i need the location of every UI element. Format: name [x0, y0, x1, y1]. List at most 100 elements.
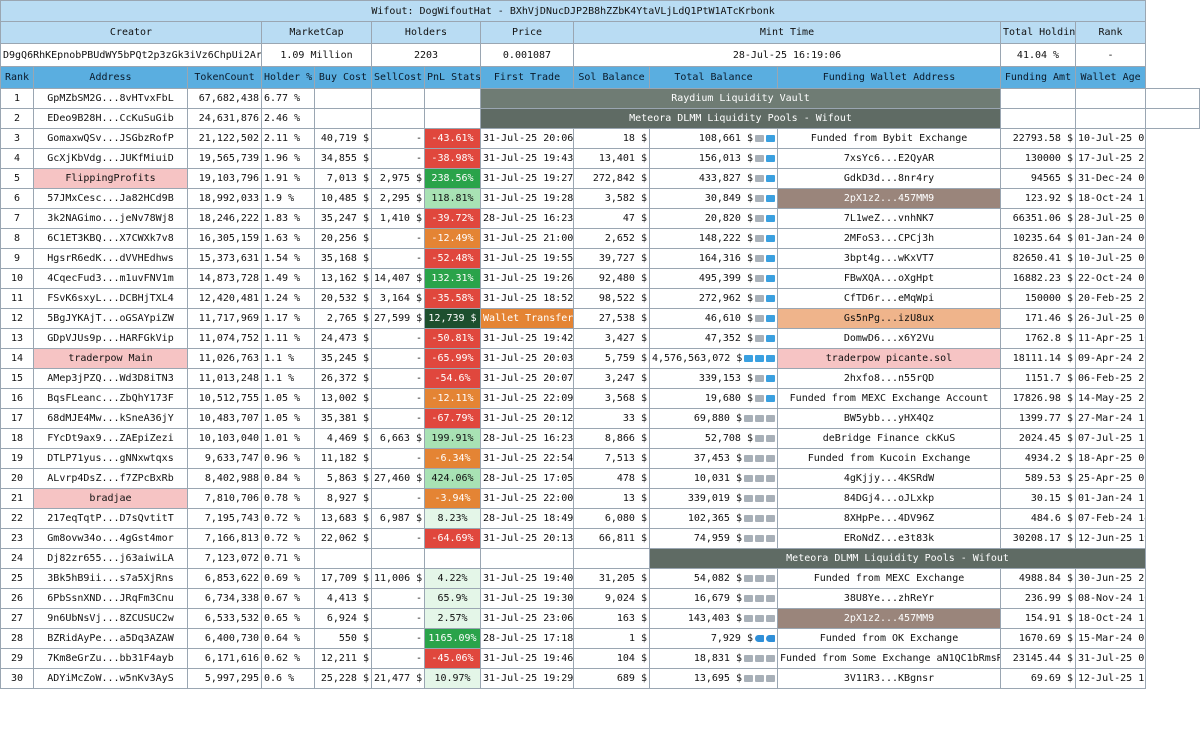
wallet-badge-icon[interactable] [766, 434, 775, 442]
funding-wallet-cell[interactable]: Funded from Bybit Exchange [777, 128, 1001, 149]
wallet-badge-icon[interactable] [744, 574, 753, 582]
address-cell[interactable]: AMep3jPZQ...Wd3D8iTN3 [33, 368, 188, 389]
col-funding-amt[interactable]: Funding Amt [1000, 66, 1076, 89]
wallet-badge-icon[interactable] [744, 494, 753, 502]
col-sell-cost[interactable]: SellCost [371, 66, 425, 89]
wallet-badge-icon[interactable] [744, 674, 753, 682]
address-cell[interactable]: 3k2NAGimo...jeNv78Wj8 [33, 208, 188, 229]
wallet-badge-icon[interactable] [755, 294, 764, 302]
address-cell[interactable]: GDpVJUs9p...HARFGkVip [33, 328, 188, 349]
funding-wallet-cell[interactable]: Funded from OK Exchange [777, 628, 1001, 649]
funding-wallet-cell[interactable]: 2pX1z2...457MM9 [777, 608, 1001, 629]
col-funding-wallet[interactable]: Funding Wallet Address [777, 66, 1001, 89]
wallet-badge-icon[interactable] [755, 134, 764, 142]
address-cell[interactable]: 3Bk5hB9ii...s7a5XjRns [33, 568, 188, 589]
address-cell[interactable]: 7Km8eGrZu...bb31F4ayb [33, 648, 188, 669]
col-holder-pct[interactable]: Holder % [261, 66, 315, 89]
col-total-balance[interactable]: Total Balance [649, 66, 778, 89]
wallet-badge-icon[interactable] [766, 674, 775, 682]
funding-wallet-cell[interactable]: Funded from MEXC Exchange [777, 568, 1001, 589]
address-cell[interactable]: FSvK6sxyL...DCBHjTXL4 [33, 288, 188, 309]
address-cell[interactable]: ADYiMcZoW...w5nKv3AyS [33, 668, 188, 689]
col-wallet-age[interactable]: Wallet Age [1074, 66, 1147, 89]
address-cell[interactable]: traderpow Main [33, 348, 188, 369]
wallet-badge-icon[interactable] [766, 654, 775, 662]
wallet-badge-icon[interactable] [755, 274, 764, 282]
wallet-badge-icon[interactable] [755, 314, 764, 322]
funding-wallet-cell[interactable]: 38U8Ye...zhReYr [777, 588, 1001, 609]
wallet-badge-icon[interactable] [744, 654, 753, 662]
token-badge-icon[interactable] [766, 214, 775, 222]
wallet-badge-icon[interactable] [766, 534, 775, 542]
address-cell[interactable]: Gm8ovw34o...4gGst4mor [33, 528, 188, 549]
token-badge-icon[interactable] [766, 354, 776, 362]
wallet-badge-icon[interactable] [744, 614, 753, 622]
token-badge-icon[interactable] [766, 274, 775, 282]
wallet-badge-icon[interactable] [744, 514, 753, 522]
funding-wallet-cell[interactable]: 7L1weZ...vnhNK7 [777, 208, 1001, 229]
wallet-badge-icon[interactable] [755, 174, 764, 182]
col-address[interactable]: Address [33, 66, 188, 89]
wallet-badge-icon[interactable] [755, 194, 764, 202]
creator-address[interactable]: D9gQ6RhKEpnobPBUdWY5bPQt2p3zGk3iVz6ChpUi… [0, 43, 262, 67]
funding-wallet-cell[interactable]: FBwXQA...oXgHpt [777, 268, 1001, 289]
wallet-badge-icon[interactable] [755, 614, 764, 622]
wallet-badge-icon[interactable] [755, 574, 764, 582]
funding-wallet-cell[interactable]: 4gKjjy...4KSRdW [777, 468, 1001, 489]
address-cell[interactable]: 6PbSsnXND...JRqFm3Cnu [33, 588, 188, 609]
token-badge-icon[interactable] [766, 294, 775, 302]
token-badge-icon[interactable] [766, 194, 775, 202]
funding-wallet-cell[interactable]: DomwD6...x6Y2Vu [777, 328, 1001, 349]
funding-wallet-cell[interactable]: Funded from Kucoin Exchange [777, 448, 1001, 469]
address-cell[interactable]: bradjae [33, 488, 188, 509]
address-cell[interactable]: GpMZbSM2G...8vHTvxFbL [33, 88, 188, 109]
token-badge-icon[interactable] [766, 394, 775, 402]
col-buy-cost[interactable]: Buy Cost [314, 66, 372, 89]
address-cell[interactable]: 68dMJE4Mw...kSneA36jY [33, 408, 188, 429]
col-rank[interactable]: Rank [0, 66, 34, 89]
wallet-badge-icon[interactable] [766, 614, 775, 622]
wallet-badge-icon[interactable] [766, 414, 775, 422]
address-cell[interactable]: 217eqTqtP...D7sQvtitT [33, 508, 188, 529]
wallet-badge-icon[interactable] [755, 514, 764, 522]
address-cell[interactable]: 57JMxCesc...Ja82HCd9B [33, 188, 188, 209]
wallet-badge-icon[interactable] [755, 674, 764, 682]
wallet-badge-icon[interactable] [744, 534, 753, 542]
col-pnl-stats[interactable]: PnL Stats [424, 66, 481, 89]
col-first-trade[interactable]: First Trade [480, 66, 574, 89]
wallet-badge-icon[interactable] [766, 494, 775, 502]
funding-wallet-cell[interactable]: 7xsYc6...E2QyAR [777, 148, 1001, 169]
token-badge-icon[interactable] [766, 254, 775, 262]
funding-wallet-cell[interactable]: Funded from MEXC Exchange Account [777, 388, 1001, 409]
wallet-badge-icon[interactable] [755, 394, 764, 402]
wallet-badge-icon[interactable] [766, 454, 775, 462]
address-cell[interactable]: BqsFLeanc...ZbQhY173F [33, 388, 188, 409]
address-cell[interactable]: BZRidAyPe...a5Dq3AZAW [33, 628, 188, 649]
funding-wallet-cell[interactable]: ERoNdZ...e3t83k [777, 528, 1001, 549]
funding-wallet-cell[interactable]: traderpow picante.sol [777, 348, 1001, 369]
token-badge-icon[interactable] [766, 154, 775, 162]
wallet-badge-icon[interactable] [755, 454, 764, 462]
funding-wallet-cell[interactable]: 2pX1z2...457MM9 [777, 188, 1001, 209]
funding-wallet-cell[interactable]: 2MFoS3...CPCj3h [777, 228, 1001, 249]
wallet-badge-icon[interactable] [744, 594, 753, 602]
fish-icon[interactable] [755, 634, 764, 642]
funding-wallet-cell[interactable]: 3V11R3...KBgnsr [777, 668, 1001, 689]
address-cell[interactable]: 9n6UbNsVj...8ZCUSUC2w [33, 608, 188, 629]
funding-wallet-cell[interactable]: 84DGj4...oJLxkp [777, 488, 1001, 509]
funding-wallet-cell[interactable]: Funded from Some Exchange aN1QC1bRmsR [777, 648, 1001, 669]
funding-wallet-cell[interactable]: 8XHpPe...4DV96Z [777, 508, 1001, 529]
wallet-badge-icon[interactable] [766, 514, 775, 522]
wallet-badge-icon[interactable] [755, 414, 764, 422]
address-cell[interactable]: GomaxwQSv...JSGbzRofP [33, 128, 188, 149]
wallet-badge-icon[interactable] [766, 574, 775, 582]
token-badge-icon[interactable] [766, 334, 775, 342]
address-cell[interactable]: 4CqecFud3...m1uvFNV1m [33, 268, 188, 289]
wallet-badge-icon[interactable] [766, 474, 775, 482]
wallet-badge-icon[interactable] [755, 154, 764, 162]
funding-wallet-cell[interactable]: 3bpt4g...wKxVT7 [777, 248, 1001, 269]
funding-wallet-cell[interactable]: 2hxfo8...n55rQD [777, 368, 1001, 389]
wallet-badge-icon[interactable] [744, 474, 753, 482]
token-badge-icon[interactable] [766, 314, 775, 322]
funding-wallet-cell[interactable]: Gs5nPg...izU8ux [777, 308, 1001, 329]
